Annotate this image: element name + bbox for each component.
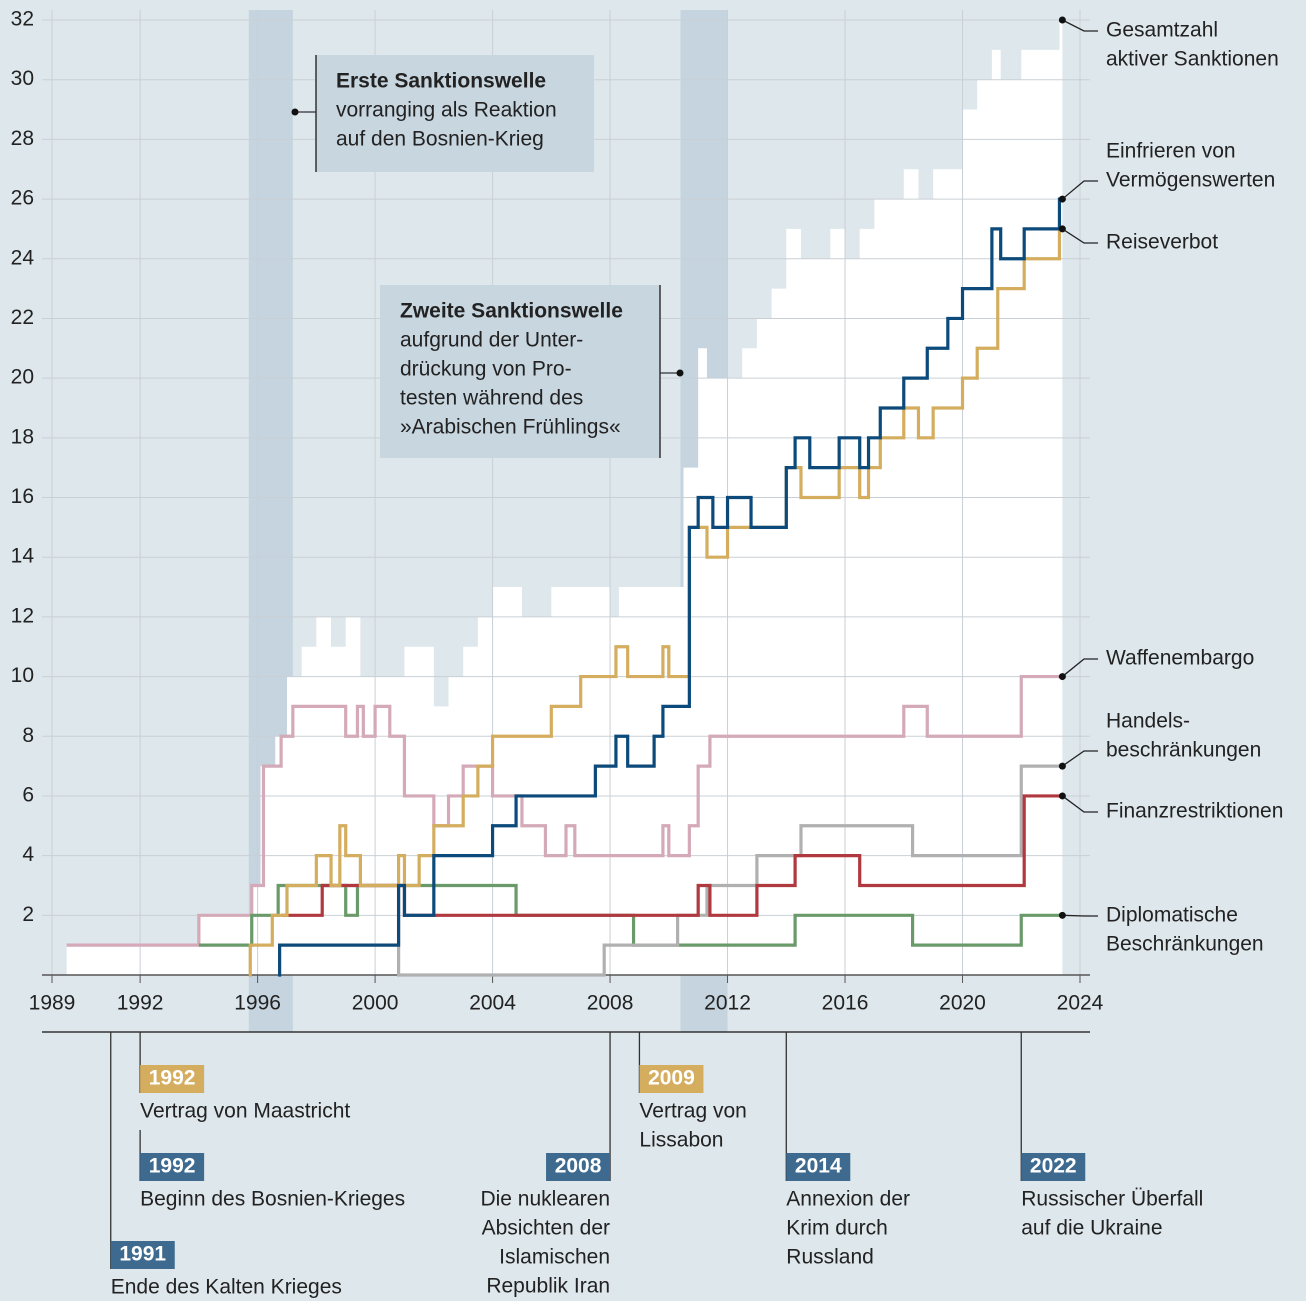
x-tick-label: 2008 bbox=[587, 992, 634, 1015]
event-text: Republik Iran bbox=[486, 1275, 610, 1298]
y-tick-label: 18 bbox=[11, 425, 34, 448]
y-tick-label: 26 bbox=[11, 187, 34, 210]
event-year: 1992 bbox=[149, 1067, 196, 1090]
event-text: auf die Ukraine bbox=[1021, 1217, 1162, 1240]
leader-line bbox=[1062, 750, 1098, 767]
series-label: Beschränkungen bbox=[1106, 933, 1264, 956]
annotation-dot bbox=[291, 108, 299, 116]
x-tick-label: 1996 bbox=[234, 992, 281, 1015]
series-label: Waffenembargo bbox=[1106, 647, 1254, 670]
series-label: Vermögenswerten bbox=[1106, 169, 1275, 192]
y-tick-label: 16 bbox=[11, 485, 34, 508]
event-year-box bbox=[110, 1241, 175, 1269]
event-year-box bbox=[1021, 1153, 1086, 1181]
y-tick-label: 8 bbox=[22, 724, 34, 747]
annotation-text: »Arabischen Frühlings« bbox=[400, 416, 621, 439]
leader-line bbox=[1062, 228, 1098, 244]
series-line bbox=[322, 764, 1063, 977]
event-text: Ende des Kalten Krieges bbox=[111, 1276, 342, 1299]
annotation-text: drückung von Pro- bbox=[400, 358, 572, 381]
series-line bbox=[278, 197, 1063, 977]
event-text: Vertrag von Maastricht bbox=[140, 1100, 350, 1123]
x-tick-label: 2020 bbox=[939, 992, 986, 1015]
event-year-box bbox=[786, 1153, 851, 1181]
x-tick-label: 2000 bbox=[352, 992, 399, 1015]
end-dot bbox=[1058, 792, 1066, 800]
x-tick-label: 1992 bbox=[117, 992, 164, 1015]
leader-line bbox=[1062, 19, 1098, 32]
y-tick-label: 30 bbox=[11, 67, 34, 90]
event-text: Annexion der bbox=[786, 1188, 910, 1211]
x-tick-label: 2024 bbox=[1057, 992, 1104, 1015]
annotation-text: testen während des bbox=[400, 387, 583, 410]
leader-line bbox=[1061, 658, 1098, 678]
end-dot bbox=[1058, 16, 1066, 24]
end-dot bbox=[1058, 673, 1066, 681]
series-line bbox=[198, 883, 1063, 947]
event-text: Russischer Überfall bbox=[1021, 1188, 1203, 1211]
series-label: beschränkungen bbox=[1106, 739, 1261, 762]
event-year: 1992 bbox=[149, 1155, 196, 1178]
y-tick-label: 10 bbox=[11, 664, 34, 687]
annotation-dot bbox=[676, 369, 684, 377]
event-year-box bbox=[140, 1153, 205, 1181]
y-tick-label: 14 bbox=[11, 545, 35, 568]
y-tick-label: 2 bbox=[22, 903, 34, 926]
y-tick-label: 24 bbox=[11, 246, 35, 269]
event-text: Krim durch bbox=[786, 1217, 888, 1240]
series-label: Finanzrestriktionen bbox=[1106, 800, 1283, 823]
event-year: 2022 bbox=[1030, 1155, 1077, 1178]
leader-line bbox=[1061, 795, 1098, 813]
series-label: aktiver Sanktionen bbox=[1106, 48, 1279, 71]
event-text: Die nuklearen bbox=[480, 1188, 610, 1211]
event-text: Russland bbox=[786, 1246, 874, 1269]
event-text: Lissabon bbox=[639, 1129, 723, 1152]
annotation-box bbox=[316, 55, 594, 172]
annotation-text: auf den Bosnien-Krieg bbox=[336, 128, 544, 151]
x-tick-label: 2012 bbox=[704, 992, 751, 1015]
y-tick-label: 32 bbox=[11, 8, 34, 31]
event-year-box bbox=[639, 1065, 704, 1093]
event-text: Islamischen bbox=[499, 1246, 610, 1269]
annotation-title: Zweite Sanktionswelle bbox=[400, 300, 623, 323]
y-tick-label: 6 bbox=[22, 783, 34, 806]
event-text: Vertrag von bbox=[639, 1100, 746, 1123]
x-tick-label: 1989 bbox=[29, 992, 76, 1015]
series-label: Reiseverbot bbox=[1106, 231, 1218, 254]
event-year-box bbox=[140, 1065, 205, 1093]
end-dot bbox=[1058, 762, 1066, 770]
series-label: Gesamtzahl bbox=[1106, 19, 1218, 42]
event-year: 1991 bbox=[119, 1243, 166, 1266]
x-tick-label: 2016 bbox=[822, 992, 869, 1015]
series-line bbox=[248, 227, 1063, 977]
y-tick-label: 20 bbox=[11, 366, 34, 389]
event-text: Absichten der bbox=[482, 1217, 610, 1240]
x-tick-label: 2004 bbox=[469, 992, 516, 1015]
event-text: Beginn des Bosnien-Krieges bbox=[140, 1188, 405, 1211]
annotation-text: vorranging als Reaktion bbox=[336, 99, 557, 122]
y-tick-label: 12 bbox=[11, 604, 34, 627]
leader-line bbox=[1061, 180, 1098, 200]
series-label: Handels- bbox=[1106, 710, 1190, 733]
event-year: 2009 bbox=[648, 1067, 695, 1090]
annotation-title: Erste Sanktionswelle bbox=[336, 70, 546, 93]
end-dot bbox=[1058, 911, 1066, 919]
event-year: 2008 bbox=[555, 1155, 602, 1178]
series-label: Einfrieren von bbox=[1106, 140, 1236, 163]
end-dot bbox=[1058, 195, 1066, 203]
end-dot bbox=[1058, 225, 1066, 233]
y-tick-label: 22 bbox=[11, 306, 34, 329]
annotation-text: aufgrund der Unter- bbox=[400, 329, 583, 352]
event-year: 2014 bbox=[795, 1155, 842, 1178]
y-tick-label: 4 bbox=[22, 843, 34, 866]
event-year-box bbox=[546, 1153, 611, 1181]
series-label: Diplomatische bbox=[1106, 904, 1238, 927]
series-line bbox=[66, 674, 1063, 947]
leader-line bbox=[1062, 914, 1098, 917]
annotation-box bbox=[380, 285, 660, 458]
y-tick-label: 28 bbox=[11, 127, 34, 150]
